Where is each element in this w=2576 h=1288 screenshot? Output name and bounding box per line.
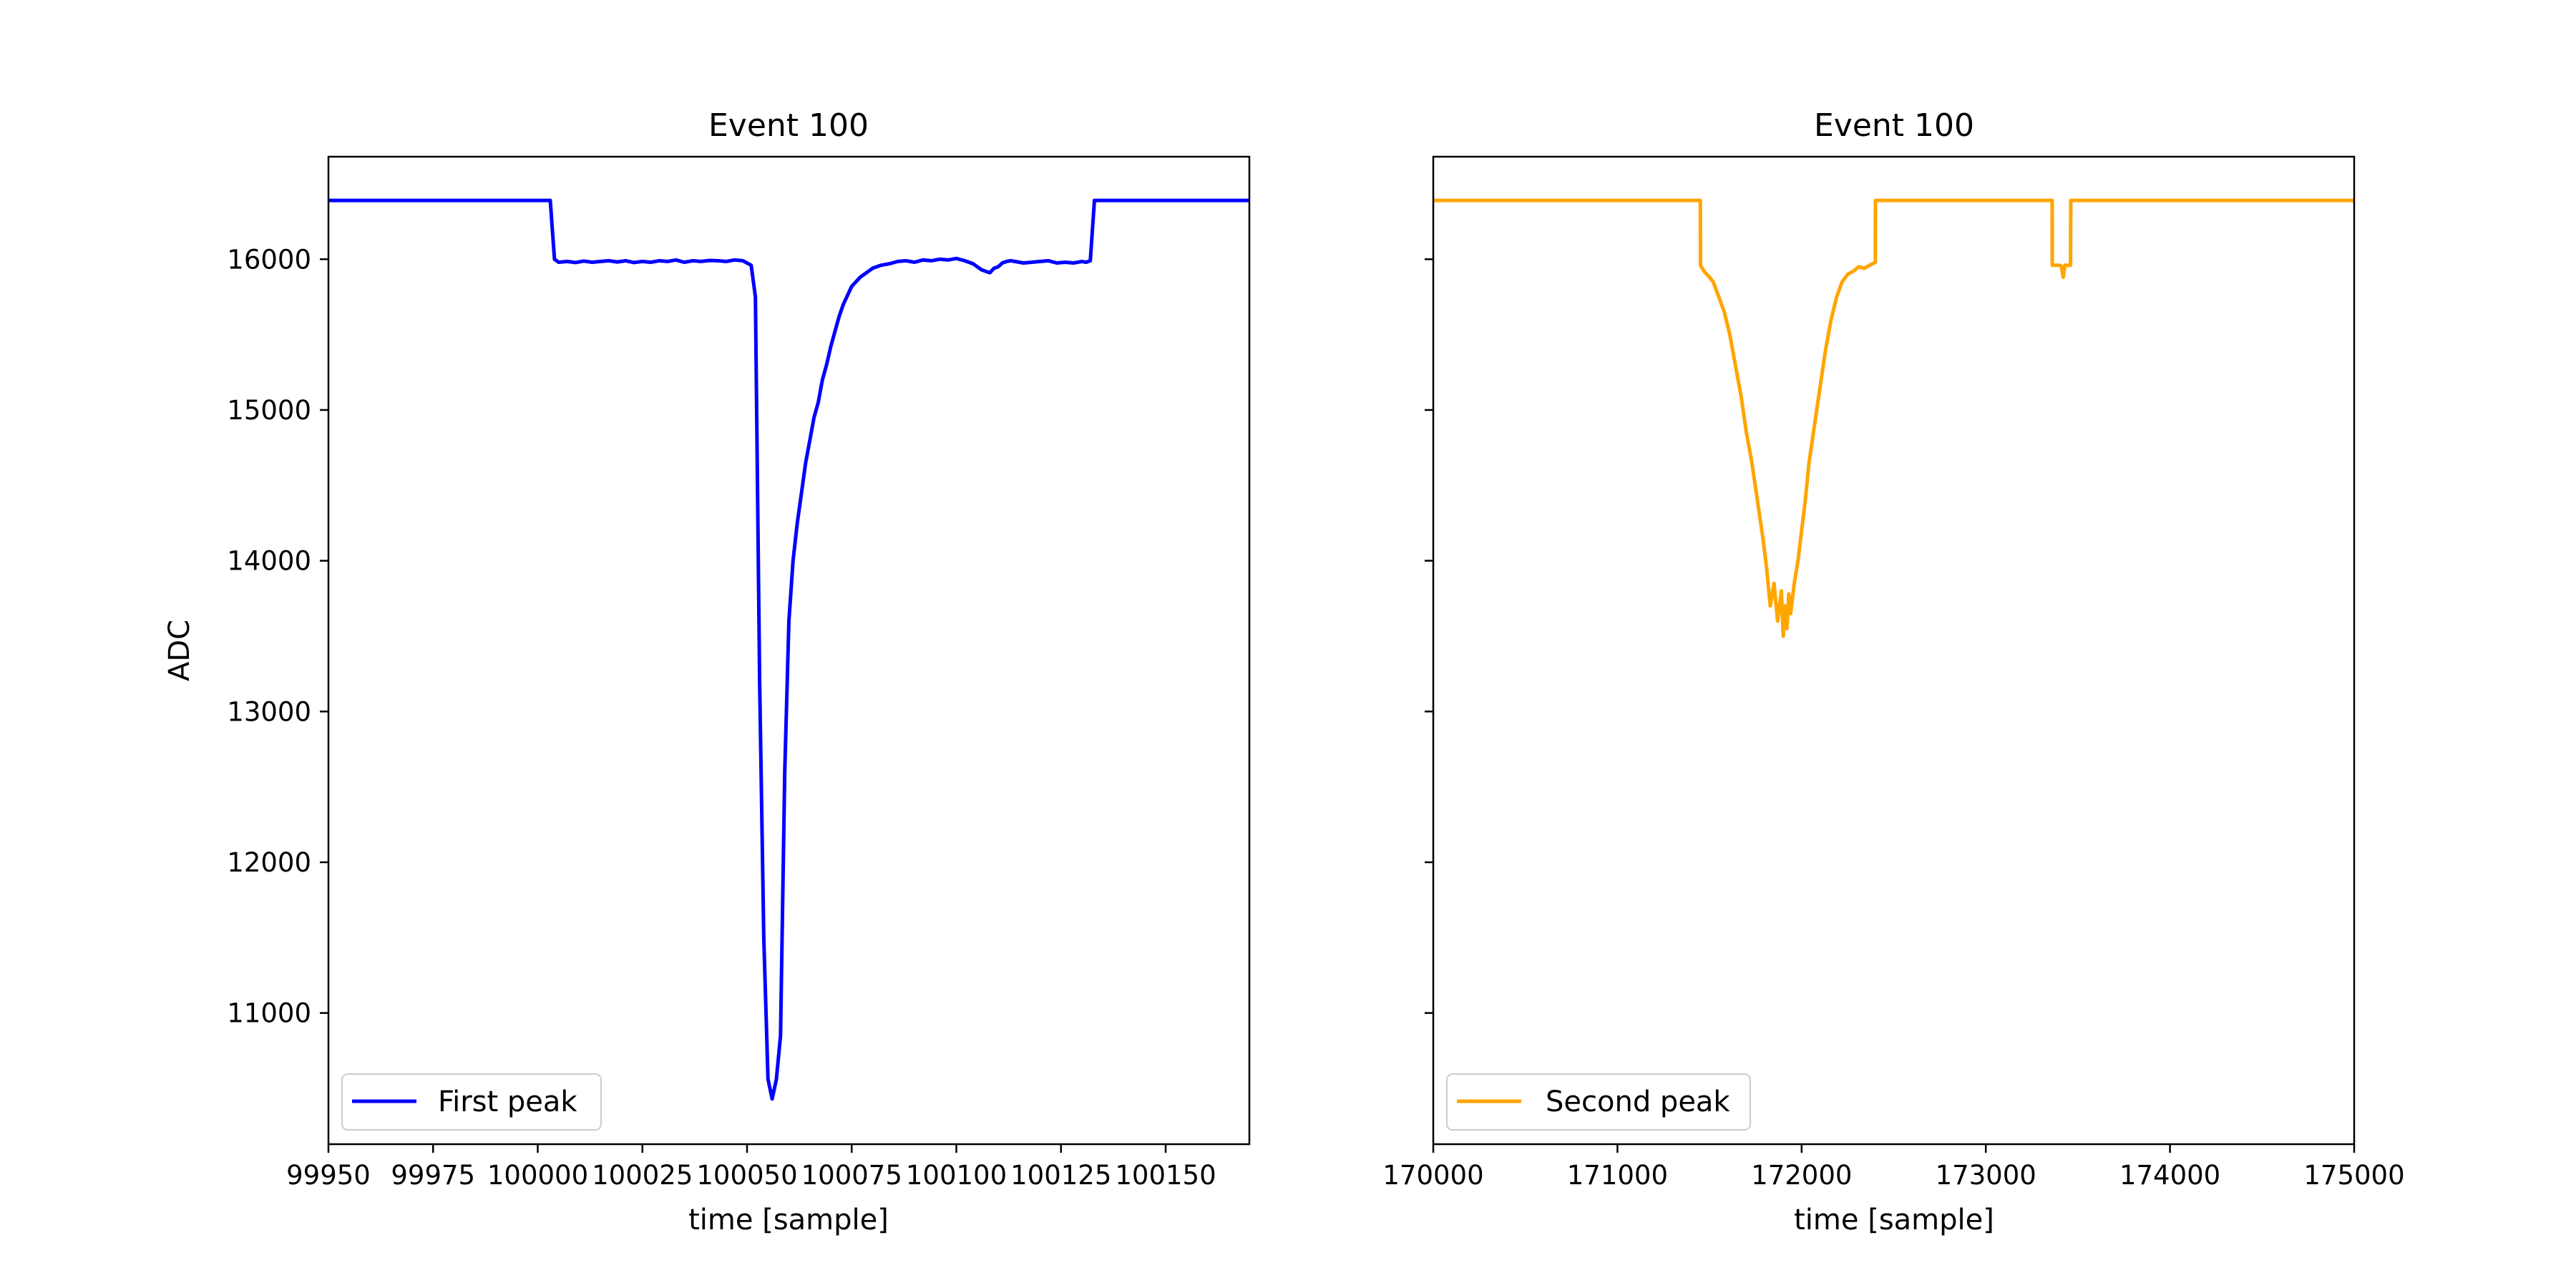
x-tick-label: 174000	[2119, 1160, 2220, 1191]
y-tick-label: 12000	[227, 847, 311, 878]
panel-second-peak: Event 100 170000 171000 172000 173000 174000…	[1382, 107, 2404, 1236]
y-axis-ticks: 11000 12000 13000 14000 15000 16000	[227, 244, 328, 1029]
legend-label: Second peak	[1546, 1085, 1730, 1118]
x-tick-label: 99950	[286, 1160, 371, 1191]
y-axis-ticks	[1425, 258, 1433, 1014]
x-axis-label: time [sample]	[1794, 1204, 1994, 1236]
x-tick-label: 172000	[1751, 1160, 1852, 1191]
x-tick-label: 173000	[1936, 1160, 2036, 1191]
legend: First peak	[341, 1073, 602, 1131]
y-tick-label: 11000	[227, 998, 311, 1029]
x-tick-label: 100100	[906, 1160, 1007, 1191]
x-tick-label: 171000	[1567, 1160, 1668, 1191]
y-tick-label: 16000	[227, 244, 311, 275]
legend: Second peak	[1446, 1073, 1751, 1131]
series-line-layer	[328, 198, 1249, 1101]
x-tick-label: 99975	[391, 1160, 475, 1191]
x-tick-label: 100125	[1010, 1160, 1111, 1191]
chart-title: Event 100	[1814, 107, 1974, 144]
series-line-1	[328, 198, 1249, 1101]
y-tick-label: 15000	[227, 395, 311, 426]
x-tick-label: 175000	[2303, 1160, 2404, 1191]
series-line-1	[1433, 198, 2354, 638]
x-tick-label: 100075	[801, 1160, 902, 1191]
legend-box	[1446, 1073, 1751, 1131]
plot-frame	[1432, 155, 2356, 1146]
x-tick-label: 170000	[1382, 1160, 1483, 1191]
y-tick-label: 13000	[227, 696, 311, 727]
x-tick-label: 100000	[487, 1160, 588, 1191]
panel-first-peak: Event 100 99950 99975 100000 100025 100050 10…	[163, 107, 1251, 1236]
x-axis-label: time [sample]	[688, 1204, 889, 1236]
x-tick-label: 100025	[592, 1160, 693, 1191]
y-axis-label: ADC	[163, 620, 196, 681]
series-line-layer	[1433, 198, 2354, 638]
x-tick-label: 100150	[1115, 1160, 1216, 1191]
x-axis-ticks: 170000 171000 172000 173000 174000 175000	[1382, 1144, 2405, 1191]
x-tick-label: 100050	[696, 1160, 797, 1191]
plot-frame	[327, 155, 1251, 1146]
x-axis-ticks: 99950 99975 100000 100025 100050 100075 100100…	[286, 1144, 1216, 1191]
legend-label: First peak	[438, 1085, 577, 1118]
legend-box	[341, 1073, 602, 1131]
y-tick-label: 14000	[227, 546, 311, 577]
chart-title: Event 100	[708, 107, 869, 144]
